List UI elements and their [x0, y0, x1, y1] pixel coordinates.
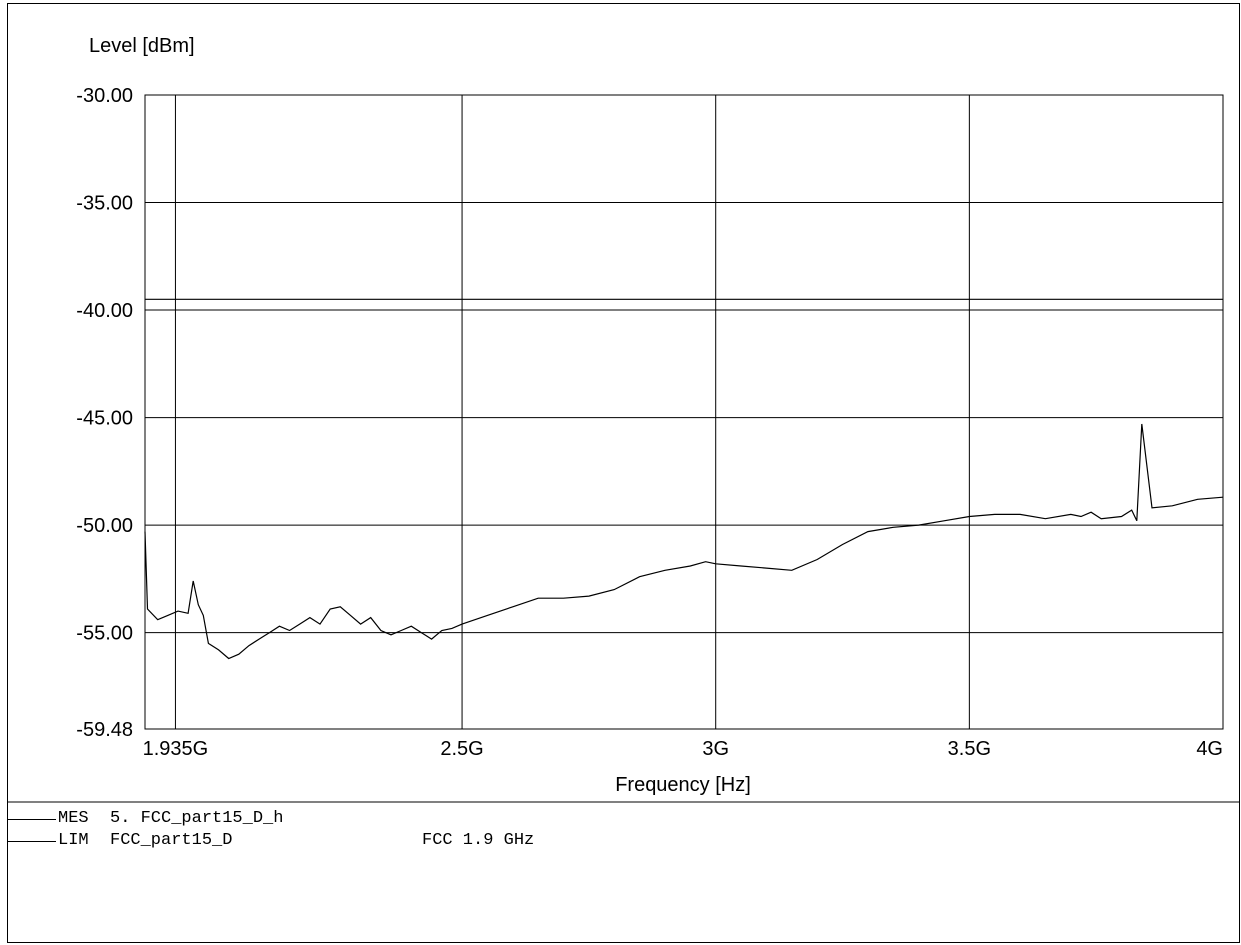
legend-name-mes: 5. FCC_part15_D_h [110, 809, 284, 828]
y-tick-label: -40.00 [76, 300, 133, 322]
x-tick-label: 4G [1196, 738, 1223, 760]
plot-area [144, 94, 1224, 730]
x-tick-label: 3.5G [948, 738, 991, 760]
legend-key-lim: LIM [58, 831, 89, 850]
x-axis-label: Frequency [Hz] [615, 774, 751, 796]
x-tick-label: 1.935G [143, 738, 209, 760]
legend-row-mes: MES 5. FCC_part15_D_h [8, 808, 534, 830]
y-tick-label: -45.00 [76, 408, 133, 430]
y-axis-label: Level [dBm] [89, 35, 195, 57]
grid-lines [145, 95, 1223, 729]
tick-labels: -30.00 -35.00 -40.00 -45.00 -50.00 -55.00 -59.… [76, 85, 1223, 760]
legend-key-mes: MES [58, 809, 89, 828]
measurement-trace [144, 423, 1224, 660]
legend-swatch-mes [8, 818, 56, 820]
legend-row-lim: LIM FCC_part15_D FCC 1.9 GHz [8, 830, 534, 852]
legend-name-lim: FCC_part15_D [110, 831, 233, 850]
y-tick-label: -59.48 [76, 719, 133, 741]
y-tick-label: -55.00 [76, 623, 133, 645]
y-tick-label: -35.00 [76, 193, 133, 215]
legend: MES 5. FCC_part15_D_h LIM FCC_part15_D F… [8, 808, 534, 852]
legend-swatch-lim [8, 840, 56, 842]
x-tick-label: 3G [702, 738, 729, 760]
legend-note-lim: FCC 1.9 GHz [422, 831, 535, 850]
chart-frame [7, 3, 1240, 943]
y-tick-label: -50.00 [76, 515, 133, 537]
series-layer [144, 298, 1224, 660]
x-tick-label: 2.5G [440, 738, 483, 760]
y-tick-label: -30.00 [76, 85, 133, 107]
